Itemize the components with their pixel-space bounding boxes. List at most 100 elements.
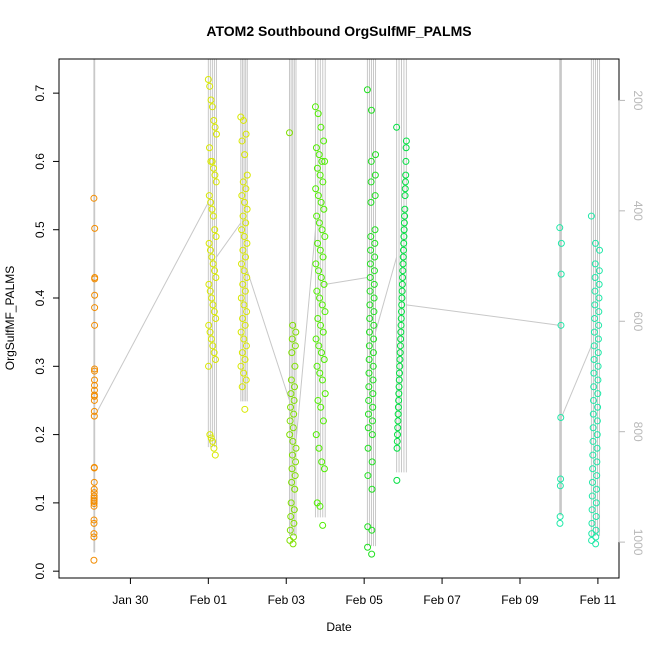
data-point [400,239,408,247]
data-point [90,407,98,415]
data-point [206,246,214,254]
data-point [394,424,402,432]
data-point [364,424,372,432]
data-point [238,349,246,357]
y-axis-label: OrgSulfMF_PALMS [3,266,17,370]
data-point [369,390,377,398]
data-point [292,328,300,336]
x-axis-label: Date [326,620,352,634]
data-point [210,349,218,357]
data-point [240,301,248,309]
data-point [287,390,295,398]
pressure-trace-transit [325,277,368,285]
x-tick-label: Feb 03 [268,593,306,607]
data-point [206,287,214,295]
data-point [394,431,402,439]
data-point [364,543,372,551]
data-point [588,530,596,538]
data-point [241,405,249,413]
data-point [239,178,247,186]
data-point [205,144,213,152]
data-point [402,171,410,179]
data-point [399,274,407,282]
data-point [595,280,603,288]
data-point [210,308,218,316]
data-point [589,424,597,432]
data-point [212,274,220,282]
data-point [596,246,604,254]
data-point [90,498,98,506]
data-point [368,485,376,493]
data-point [90,516,98,524]
data-point [593,458,601,466]
data-point [212,233,220,241]
data-point [291,362,299,370]
data-point [591,301,599,309]
data-point [315,342,323,350]
data-point [90,530,98,538]
data-point [91,376,99,384]
data-point [286,526,294,534]
data-point [287,513,295,521]
data-point [556,519,564,527]
data-point [369,376,377,384]
data-point [312,335,320,343]
data-point [291,472,299,480]
data-point [557,414,565,422]
data-point [593,444,601,452]
data-point [243,308,251,316]
data-point [90,412,98,420]
data-point [590,383,598,391]
data-point [211,171,219,179]
data-point [588,519,596,527]
data-point [240,267,248,275]
data-point [312,431,320,439]
data-point [594,335,602,343]
data-point [590,342,598,350]
data-point [206,431,214,439]
data-point [593,485,601,493]
y2-tick-label: 1000 [631,529,645,556]
data-point [397,328,405,336]
data-point [313,362,321,370]
data-point [397,321,405,329]
data-point [364,523,372,531]
data-point [401,178,409,186]
y-axis-right: 200 400 600 800 1000 [618,90,645,556]
data-point [393,437,401,445]
data-point [590,355,598,363]
data-point [399,260,407,268]
y-tick-label: 0.2 [33,426,47,443]
data-point [204,75,212,83]
x-tick-label: Jan 30 [112,593,148,607]
data-point [314,315,322,322]
data-point [366,315,374,322]
data-point [593,431,601,439]
y2-tick-label: 400 [631,201,645,221]
data-point [212,178,220,186]
data-point [593,417,601,425]
data-point [241,321,249,329]
data-point [400,219,408,227]
data-point [321,157,329,165]
data-point [366,287,374,295]
data-point [242,253,250,261]
y-tick-label: 0.5 [33,221,47,238]
data-point [368,550,376,558]
data-point [589,410,597,418]
data-point [205,280,213,288]
data-point [206,82,214,90]
data-point [90,381,98,389]
data-point [91,321,99,329]
data-point [240,335,248,343]
data-point [313,212,321,220]
data-point [594,390,602,398]
data-point [90,494,98,502]
data-point [90,485,98,493]
data-point [320,137,328,145]
data-point [319,253,327,261]
data-point [592,526,600,534]
y-tick-label: 0.4 [33,289,47,306]
data-point [207,198,215,206]
data-point [367,198,375,206]
